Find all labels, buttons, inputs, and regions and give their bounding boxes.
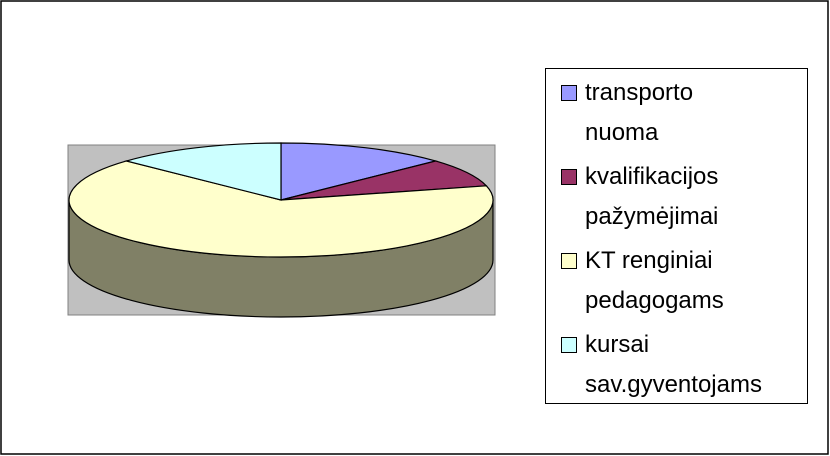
legend-item: KT renginiai pedagogams [546, 241, 807, 325]
pie-slice [68, 160, 494, 258]
legend-label: transporto nuoma [585, 79, 694, 146]
legend-swatch [561, 85, 577, 101]
pie-slice [280, 142, 438, 201]
legend-item: kvalifikacijos pažymėjimai [546, 157, 807, 241]
legend-label: kvalifikacijos pažymėjimai [585, 163, 719, 230]
legend-swatch [561, 169, 577, 185]
legend-label: kursai sav.gyventojams [585, 331, 762, 398]
legend-item: kursai sav.gyventojams [546, 325, 807, 409]
pie-slice [124, 142, 282, 201]
legend: transporto nuoma kvalifikacijos pažymėjim… [545, 68, 808, 404]
legend-item: transporto nuoma [546, 73, 807, 157]
legend-swatch [561, 337, 577, 353]
legend-swatch [561, 253, 577, 269]
legend-label: KT renginiai pedagogams [585, 247, 724, 314]
pie [68, 142, 494, 318]
